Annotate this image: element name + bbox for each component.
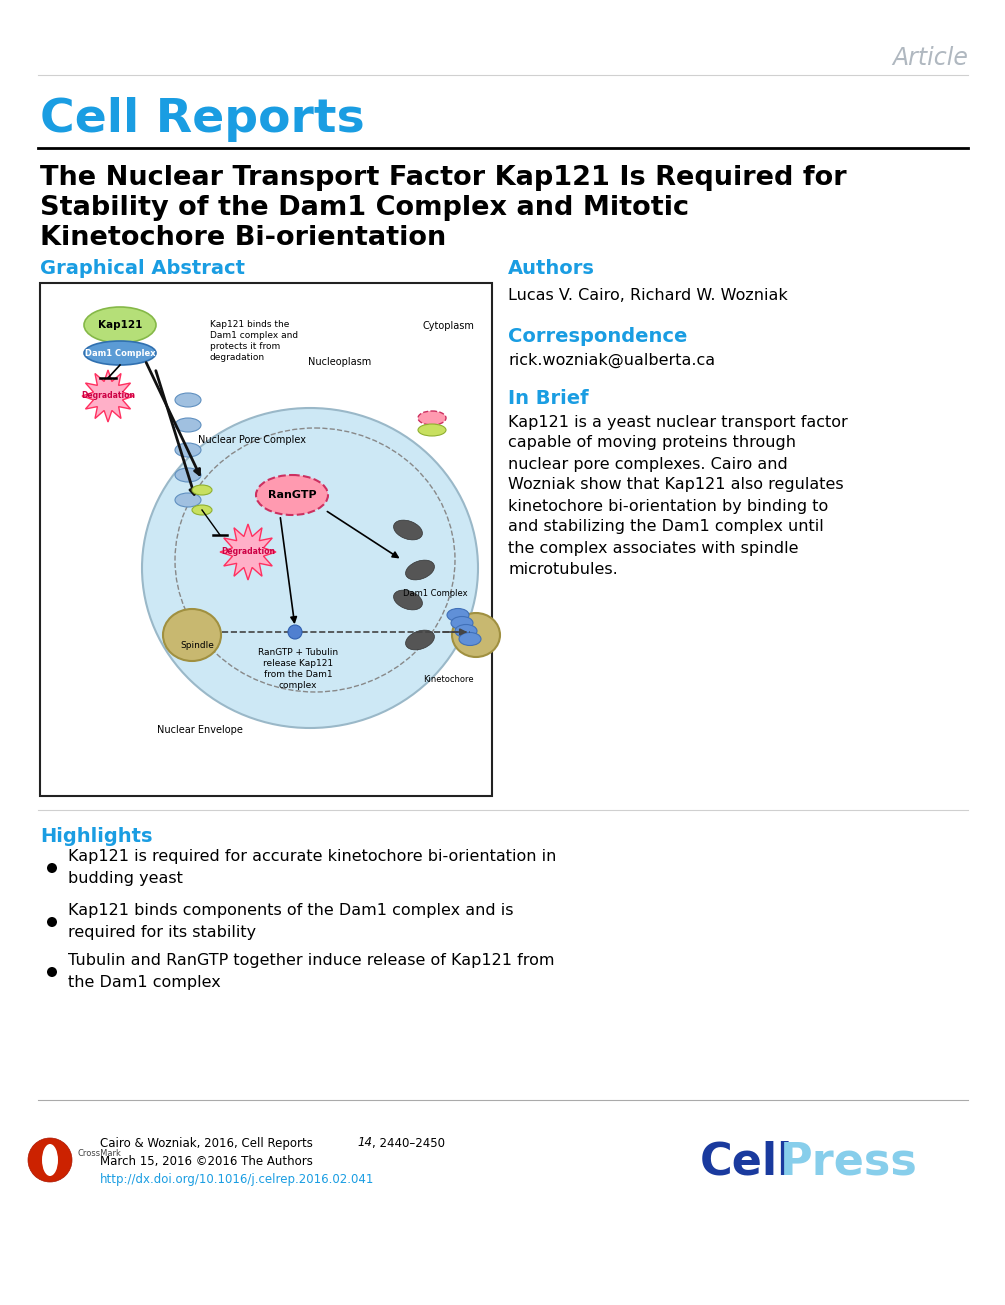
Text: Lucas V. Cairo, Richard W. Wozniak: Lucas V. Cairo, Richard W. Wozniak — [508, 288, 788, 304]
Text: kinetochore bi-orientation by binding to: kinetochore bi-orientation by binding to — [508, 499, 828, 513]
Ellipse shape — [163, 609, 221, 662]
Text: Authors: Authors — [508, 258, 595, 278]
Text: Kinetochore Bi-orientation: Kinetochore Bi-orientation — [40, 224, 446, 251]
Ellipse shape — [452, 613, 500, 656]
Text: Nucleoplasm: Nucleoplasm — [309, 358, 372, 367]
Ellipse shape — [192, 485, 212, 495]
Circle shape — [47, 863, 57, 873]
Text: Spindle: Spindle — [180, 641, 214, 650]
Ellipse shape — [175, 393, 201, 407]
Text: Wozniak show that Kap121 also regulates: Wozniak show that Kap121 also regulates — [508, 478, 843, 492]
Text: Article: Article — [892, 46, 968, 70]
Text: Kap121 binds the
Dam1 complex and
protects it from
degradation: Kap121 binds the Dam1 complex and protec… — [210, 320, 298, 363]
Ellipse shape — [84, 307, 156, 343]
Ellipse shape — [418, 424, 446, 436]
Text: http://dx.doi.org/10.1016/j.celrep.2016.02.041: http://dx.doi.org/10.1016/j.celrep.2016.… — [100, 1172, 375, 1185]
Ellipse shape — [394, 590, 422, 609]
Text: microtubules.: microtubules. — [508, 561, 618, 577]
Ellipse shape — [175, 418, 201, 432]
Text: nuclear pore complexes. Cairo and: nuclear pore complexes. Cairo and — [508, 457, 788, 471]
Text: Correspondence: Correspondence — [508, 326, 687, 346]
Text: Kinetochore: Kinetochore — [423, 676, 473, 685]
Text: the Dam1 complex: the Dam1 complex — [68, 976, 221, 990]
Text: rick.wozniak@ualberta.ca: rick.wozniak@ualberta.ca — [508, 352, 716, 368]
Text: Stability of the Dam1 Complex and Mitotic: Stability of the Dam1 Complex and Mitoti… — [40, 194, 689, 221]
Ellipse shape — [406, 630, 434, 650]
Text: CrossMark: CrossMark — [77, 1150, 121, 1159]
Text: capable of moving proteins through: capable of moving proteins through — [508, 436, 796, 450]
FancyBboxPatch shape — [40, 283, 492, 796]
Ellipse shape — [418, 411, 446, 425]
Ellipse shape — [455, 625, 477, 638]
Ellipse shape — [142, 408, 478, 728]
Text: Kap121 is required for accurate kinetochore bi-orientation in: Kap121 is required for accurate kinetoch… — [68, 850, 557, 864]
Polygon shape — [220, 525, 276, 579]
Ellipse shape — [175, 442, 201, 457]
Text: RanGTP: RanGTP — [267, 489, 317, 500]
Polygon shape — [82, 371, 134, 422]
Text: Dam1 Complex: Dam1 Complex — [84, 348, 156, 358]
Text: Nuclear Pore Complex: Nuclear Pore Complex — [198, 435, 306, 445]
Text: the complex associates with spindle: the complex associates with spindle — [508, 540, 799, 556]
Text: In Brief: In Brief — [508, 389, 589, 407]
Ellipse shape — [84, 341, 156, 365]
Text: March 15, 2016 ©2016 The Authors: March 15, 2016 ©2016 The Authors — [100, 1155, 313, 1168]
Text: required for its stability: required for its stability — [68, 925, 256, 941]
Text: Cell Reports: Cell Reports — [40, 98, 365, 142]
Circle shape — [288, 625, 302, 639]
Text: Graphical Abstract: Graphical Abstract — [40, 258, 245, 278]
Ellipse shape — [459, 633, 481, 646]
Ellipse shape — [192, 505, 212, 515]
Ellipse shape — [256, 475, 328, 515]
Ellipse shape — [447, 608, 469, 621]
Text: Kap121 binds components of the Dam1 complex and is: Kap121 binds components of the Dam1 comp… — [68, 903, 514, 919]
Text: The Nuclear Transport Factor Kap121 Is Required for: The Nuclear Transport Factor Kap121 Is R… — [40, 164, 846, 191]
Text: , 2440–2450: , 2440–2450 — [372, 1137, 445, 1150]
Text: Cairo & Wozniak, 2016, Cell Reports: Cairo & Wozniak, 2016, Cell Reports — [100, 1137, 317, 1150]
Text: RanGTP + Tubulin
release Kap121
from the Dam1
complex: RanGTP + Tubulin release Kap121 from the… — [258, 649, 338, 690]
Text: Kap121: Kap121 — [97, 320, 142, 330]
Text: Dam1 Complex: Dam1 Complex — [403, 589, 467, 598]
Ellipse shape — [175, 468, 201, 482]
Text: Nuclear Envelope: Nuclear Envelope — [157, 726, 243, 735]
Text: Press: Press — [780, 1141, 918, 1184]
Text: Cytoplasm: Cytoplasm — [422, 321, 474, 331]
Text: 14: 14 — [357, 1137, 372, 1150]
Ellipse shape — [42, 1144, 58, 1176]
Text: Degradation: Degradation — [221, 548, 275, 556]
Ellipse shape — [451, 616, 473, 629]
Text: Degradation: Degradation — [81, 392, 135, 401]
Text: Kap121 is a yeast nuclear transport factor: Kap121 is a yeast nuclear transport fact… — [508, 415, 848, 429]
Text: Highlights: Highlights — [40, 826, 153, 846]
Ellipse shape — [394, 521, 422, 540]
Circle shape — [47, 967, 57, 977]
Text: Cell: Cell — [700, 1141, 793, 1184]
Circle shape — [47, 917, 57, 927]
Ellipse shape — [175, 493, 201, 508]
Text: budding yeast: budding yeast — [68, 872, 183, 886]
Text: Tubulin and RanGTP together induce release of Kap121 from: Tubulin and RanGTP together induce relea… — [68, 954, 555, 968]
Ellipse shape — [406, 560, 434, 579]
Circle shape — [28, 1138, 72, 1182]
Text: and stabilizing the Dam1 complex until: and stabilizing the Dam1 complex until — [508, 519, 824, 535]
